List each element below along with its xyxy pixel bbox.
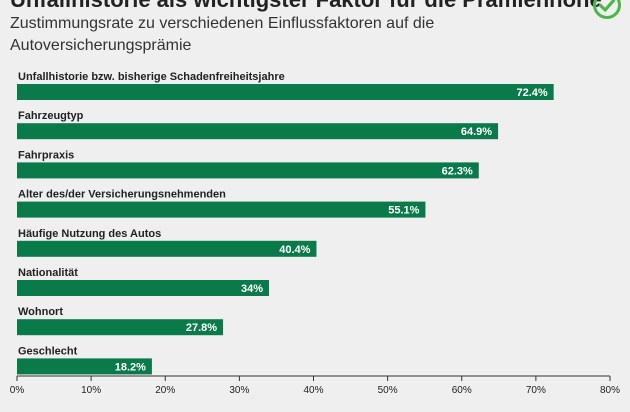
x-tick-label: 60% xyxy=(452,385,472,396)
data-label: 62.3% xyxy=(442,165,473,177)
x-tick-label: 40% xyxy=(303,385,323,396)
category-label: Fahrzeugtyp xyxy=(18,110,84,122)
category-label: Wohnort xyxy=(18,306,63,318)
check-circle-icon xyxy=(593,0,621,19)
data-label: 18.2% xyxy=(115,361,146,373)
category-label: Geschlecht xyxy=(18,345,78,357)
bar xyxy=(17,84,554,100)
data-label: 64.9% xyxy=(461,126,492,138)
x-tick-label: 50% xyxy=(378,385,398,396)
bar xyxy=(17,162,479,179)
data-label: 34% xyxy=(241,283,263,295)
bar xyxy=(17,240,317,257)
x-tick-label: 80% xyxy=(600,385,620,396)
data-label: 72.4% xyxy=(516,87,547,99)
x-tick-label: 70% xyxy=(526,385,546,396)
category-label: Nationalität xyxy=(18,267,78,279)
x-tick-label: 20% xyxy=(155,385,175,396)
bar xyxy=(17,319,224,336)
data-label: 55.1% xyxy=(388,205,419,217)
category-label: Unfallhistorie bzw. bisherige Schadenfre… xyxy=(18,71,285,83)
data-label: 27.8% xyxy=(186,322,217,334)
bar xyxy=(17,201,426,218)
data-label: 40.4% xyxy=(279,244,310,256)
bar xyxy=(17,280,270,296)
category-label: Häufige Nutzung des Autos xyxy=(18,228,161,240)
bar xyxy=(17,123,499,140)
chart-title: Unfallhistorie als wichtigster Faktor fü… xyxy=(10,0,602,12)
category-label: Alter des/der Versicherungsnehmenden xyxy=(18,189,226,201)
x-tick-label: 10% xyxy=(81,385,101,396)
chart-subtitle: Zustimmungsrate zu verschiedenen Einflus… xyxy=(10,15,435,54)
category-label: Fahrpraxis xyxy=(18,149,74,161)
x-tick-label: 0% xyxy=(10,385,25,396)
x-tick-label: 30% xyxy=(229,385,249,396)
bar xyxy=(17,358,152,375)
